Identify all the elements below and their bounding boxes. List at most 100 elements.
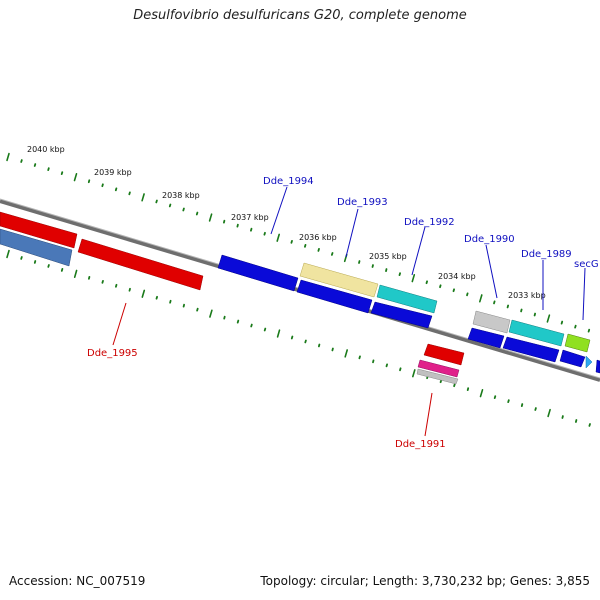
gene-arrow: [370, 301, 433, 329]
major-tick: [411, 369, 416, 378]
minor-tick: [236, 319, 240, 324]
scale-label: 2034 kbp: [438, 272, 476, 281]
minor-tick: [20, 159, 23, 163]
minor-tick: [182, 303, 186, 308]
gene-arrow: [423, 343, 465, 366]
minor-tick: [20, 256, 23, 260]
minor-tick: [466, 387, 470, 392]
minor-tick: [331, 347, 334, 352]
gene-labels[interactable]: Dde_1994 Dde_1993 Dde_1992 Dde_1990 Dde_…: [87, 176, 599, 450]
minor-tick: [303, 243, 307, 248]
minor-tick: [507, 399, 510, 404]
gene-arrow: [585, 355, 593, 369]
gene-arrow: [217, 254, 299, 292]
gene-arrow: [296, 279, 373, 314]
minor-tick: [114, 187, 118, 192]
major-tick: [141, 289, 146, 298]
leader-lines: [112, 186, 586, 437]
minor-tick: [520, 403, 524, 408]
minor-tick: [60, 171, 64, 176]
gene-arrow: [472, 310, 511, 334]
minor-tick: [317, 247, 320, 252]
scale-labels: 2040 kbp 2039 kbp 2038 kbp 2037 kbp 2036…: [27, 145, 546, 300]
accession-text: Accession: NC_007519: [9, 574, 146, 588]
minor-tick: [466, 292, 469, 297]
major-tick: [344, 349, 349, 358]
features-lower[interactable]: [416, 343, 465, 385]
minor-tick: [101, 183, 104, 188]
features-upper[interactable]: [0, 211, 600, 374]
major-tick: [6, 249, 10, 259]
major-tick: [73, 173, 78, 182]
gene-label-dde-1991: Dde_1991: [395, 439, 446, 450]
minor-tick: [249, 227, 253, 232]
scale-label: 2033 kbp: [508, 291, 546, 300]
major-tick: [411, 273, 416, 283]
minor-tick: [195, 211, 199, 216]
minor-tick: [533, 312, 536, 317]
minor-tick: [115, 283, 118, 288]
minor-tick: [493, 300, 496, 305]
gene-arrow: [559, 349, 586, 368]
outer-tick-row: [6, 152, 591, 333]
minor-tick: [88, 275, 91, 280]
gene-label-dde-1993: Dde_1993: [337, 197, 388, 208]
gene-arrow: [77, 238, 204, 291]
gene-arrow: [417, 359, 460, 378]
minor-tick: [385, 363, 389, 368]
minor-tick: [128, 287, 131, 292]
minor-tick: [452, 288, 456, 293]
minor-tick: [101, 279, 104, 284]
minor-tick: [182, 207, 185, 212]
minor-tick: [290, 335, 294, 340]
major-tick: [478, 294, 483, 303]
minor-tick: [222, 219, 226, 224]
gene-arrow: [0, 228, 73, 267]
scale-label: 2040 kbp: [27, 145, 65, 154]
gene-arrow: [416, 368, 459, 385]
major-tick: [141, 193, 145, 202]
major-tick: [73, 269, 78, 279]
major-tick: [479, 388, 484, 398]
map-title: Desulfovibrio desulfuricans G20, complet…: [133, 8, 467, 23]
minor-tick: [372, 359, 375, 364]
minor-tick: [169, 299, 172, 304]
gene-arrow: [467, 327, 505, 349]
minor-tick: [304, 339, 307, 344]
minor-tick: [358, 355, 361, 360]
scale-label: 2037 kbp: [231, 213, 269, 222]
gene-label-dde-1992: Dde_1992: [404, 217, 455, 228]
minor-tick: [60, 267, 64, 272]
minor-tick: [358, 260, 361, 264]
gene-arrow: [564, 333, 591, 353]
major-tick: [276, 329, 281, 338]
minor-tick: [155, 295, 159, 300]
minor-tick: [47, 167, 50, 172]
minor-tick: [196, 307, 199, 312]
minor-tick: [168, 203, 172, 208]
scale-label: 2036 kbp: [299, 233, 337, 242]
major-tick: [208, 213, 213, 222]
major-tick: [547, 408, 551, 418]
gene-label-dde-1990: Dde_1990: [464, 234, 515, 245]
minor-tick: [128, 191, 131, 196]
gene-label-secg: secG: [574, 259, 599, 270]
topology-summary: Topology: circular; Length: 3,730,232 bp…: [260, 574, 590, 588]
gene-label-dde-1989: Dde_1989: [521, 249, 572, 260]
gene-arrow: [595, 359, 600, 374]
minor-tick: [330, 252, 334, 256]
minor-tick: [33, 260, 37, 264]
minor-tick: [223, 315, 226, 320]
gene-arrow: [508, 319, 565, 347]
minor-tick: [47, 264, 50, 268]
gene-arrow: [299, 262, 379, 298]
gene-arrow: [376, 284, 438, 314]
minor-tick: [236, 223, 239, 228]
minor-tick: [371, 264, 374, 268]
minor-tick: [398, 272, 402, 277]
scale-label: 2035 kbp: [369, 252, 407, 261]
major-tick: [6, 152, 10, 162]
minor-tick: [263, 231, 266, 236]
gene-arrow: [502, 336, 560, 363]
